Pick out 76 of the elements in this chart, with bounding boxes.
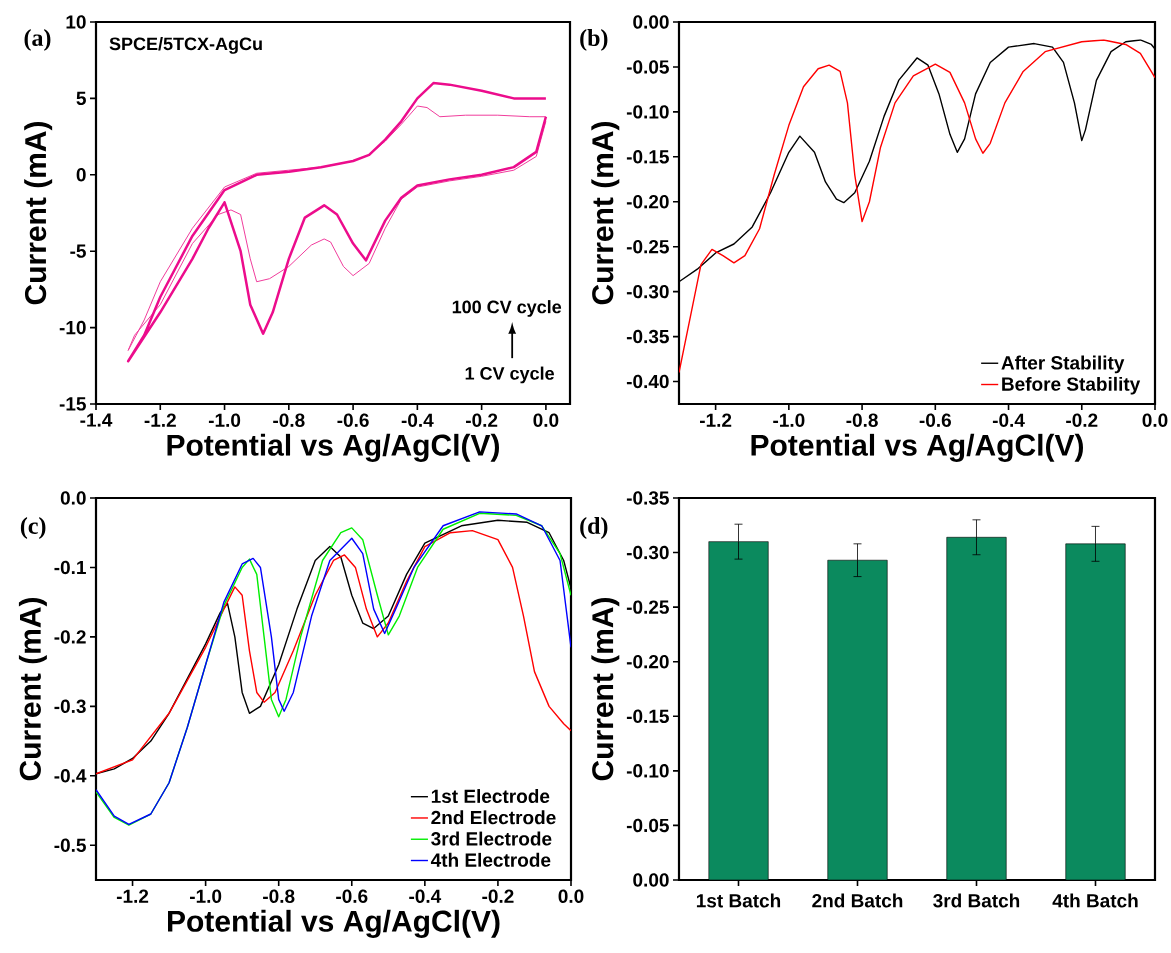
annotation: SPCE/5TCX-AgCu (109, 36, 262, 54)
y-tick-label: -0.20 (626, 195, 669, 209)
x-tick-label: -0.6 (919, 413, 951, 427)
y-tick-label: -0.4 (54, 769, 87, 783)
y-tick-label: -0.15 (626, 709, 669, 724)
y-axis-title: Current (mA) (591, 598, 620, 781)
y-tick-label: -0.5 (54, 838, 86, 852)
x-tick-label: -1.0 (773, 413, 805, 427)
y-tick-label: -0.05 (626, 60, 669, 74)
y-tick-label: -0.25 (626, 600, 669, 614)
y-axis-title: Current (mA) (591, 122, 620, 305)
y-tick-label: -0.35 (626, 491, 669, 505)
x-tick-label: 0.0 (533, 413, 559, 427)
y-tick-label: 5 (76, 91, 86, 106)
annotation: 100 CV cycle (452, 300, 562, 317)
y-tick-label: -0.10 (626, 105, 669, 119)
x-axis-title: Potential vs Ag/AgCl(V) (168, 909, 500, 938)
y-tick-label: -0.30 (626, 284, 669, 299)
y-tick-label: -0.05 (626, 818, 669, 833)
legend-label: 1st Electrode (431, 789, 550, 804)
legend-label: 4th Electrode (430, 852, 551, 867)
y-tick-label: -15 (59, 397, 86, 411)
x-tick-label: 0.0 (558, 889, 584, 903)
y-tick-label: -0.15 (626, 150, 669, 164)
x-tick-label: -1.0 (208, 413, 241, 427)
y-tick-label: -0.10 (626, 764, 669, 778)
x-tick-label: 3rd Batch (933, 893, 1020, 908)
x-tick-label: -0.6 (337, 413, 369, 427)
y-tick-label: -5 (70, 244, 86, 258)
y-tick-label: -0.2 (54, 630, 86, 644)
y-tick-label: -0.25 (626, 239, 669, 254)
y-tick-label: -0.3 (54, 699, 86, 714)
chart-title: (a) (24, 29, 51, 51)
x-tick-label: 1st Batch (696, 893, 781, 908)
y-tick-label: -0.35 (626, 329, 669, 344)
y-tick-label: 0.00 (633, 15, 669, 29)
y-tick-label: 0.0 (60, 491, 86, 505)
annotation: 1 CV cycle (465, 366, 554, 384)
x-tick-label: 2nd Batch (812, 893, 903, 908)
y-tick-label: -0.40 (626, 374, 669, 389)
y-axis-title: Current (mA) (24, 122, 53, 305)
x-tick-label: -1.2 (116, 889, 149, 903)
legend-label: 3rd Electrode (431, 831, 552, 846)
x-tick-label: -0.8 (846, 413, 878, 427)
y-tick-label: -0.1 (54, 560, 86, 575)
x-tick-label: 0.0 (1142, 413, 1168, 427)
x-tick-label: -0.2 (1066, 413, 1098, 427)
x-axis-title: Potential vs Ag/AgCl(V) (167, 433, 500, 462)
x-tick-label: -1.2 (699, 413, 732, 427)
text: (d) (580, 517, 608, 539)
y-tick-label: 0 (76, 168, 86, 182)
line-series (679, 39, 1155, 374)
y-tick-label: 0.00 (633, 873, 669, 887)
y-axis-title: Current (mA) (18, 598, 47, 781)
chart-title: (b) (580, 29, 608, 51)
text: (c) (20, 517, 46, 539)
legend-label: After Stability (1001, 355, 1125, 374)
x-tick-label: -0.2 (466, 413, 498, 427)
y-tick-label: -10 (59, 320, 86, 335)
x-tick-label: -0.4 (992, 413, 1025, 427)
legend-label: Before Stability (1002, 376, 1141, 395)
x-tick-label: -0.2 (482, 889, 514, 903)
y-tick-label: -0.20 (626, 654, 669, 669)
x-axis-title: Potential vs Ag/AgCl(V) (751, 433, 1083, 462)
legend-label: 2nd Electrode (431, 810, 556, 825)
x-tick-label: 4th Batch (1052, 893, 1138, 908)
x-tick-label: -0.8 (263, 889, 295, 903)
x-tick-label: -1.0 (189, 889, 222, 903)
x-tick-label: -0.4 (409, 889, 442, 903)
x-tick-label: -0.4 (401, 413, 434, 427)
x-tick-label: -0.8 (273, 413, 305, 427)
y-tick-label: 10 (66, 15, 86, 29)
x-tick-label: -1.4 (80, 413, 113, 427)
x-tick-label: -0.6 (336, 889, 368, 903)
x-tick-label: -1.2 (144, 413, 176, 427)
y-tick-label: -0.30 (626, 545, 669, 560)
